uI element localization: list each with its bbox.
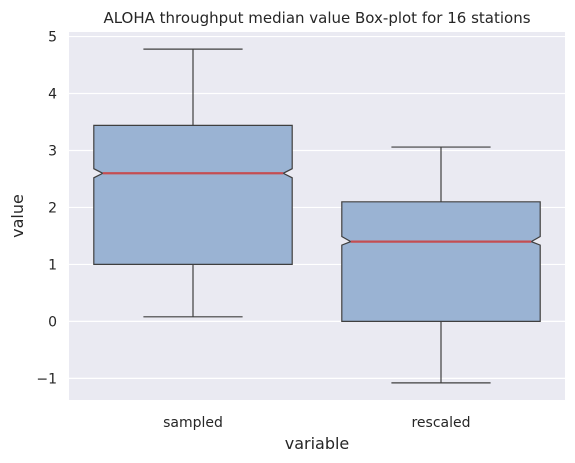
x-tick-label-rescaled: rescaled	[411, 415, 470, 431]
box-rescaled	[341, 146, 541, 384]
x-tick-labels: sampled rescaled	[163, 415, 470, 431]
y-tick-label: −1	[36, 371, 57, 387]
y-tick-labels: −1 0 1 2 3 4 5	[36, 30, 57, 388]
x-tick-label-sampled: sampled	[163, 415, 223, 431]
x-axis-label: variable	[285, 434, 350, 453]
y-tick-label: 2	[48, 200, 57, 216]
y-tick-label: 1	[48, 257, 57, 273]
y-tick-label: 3	[48, 143, 57, 159]
box-body	[341, 201, 541, 322]
y-axis-label: value	[8, 194, 27, 238]
y-tick-label: 0	[48, 314, 57, 330]
box-sampled	[93, 48, 293, 318]
y-tick-label: 5	[48, 30, 57, 46]
boxes	[93, 48, 541, 384]
box-body	[93, 124, 293, 265]
chart-title: ALOHA throughput median value Box-plot f…	[103, 9, 530, 27]
y-tick-label: 4	[48, 87, 57, 103]
